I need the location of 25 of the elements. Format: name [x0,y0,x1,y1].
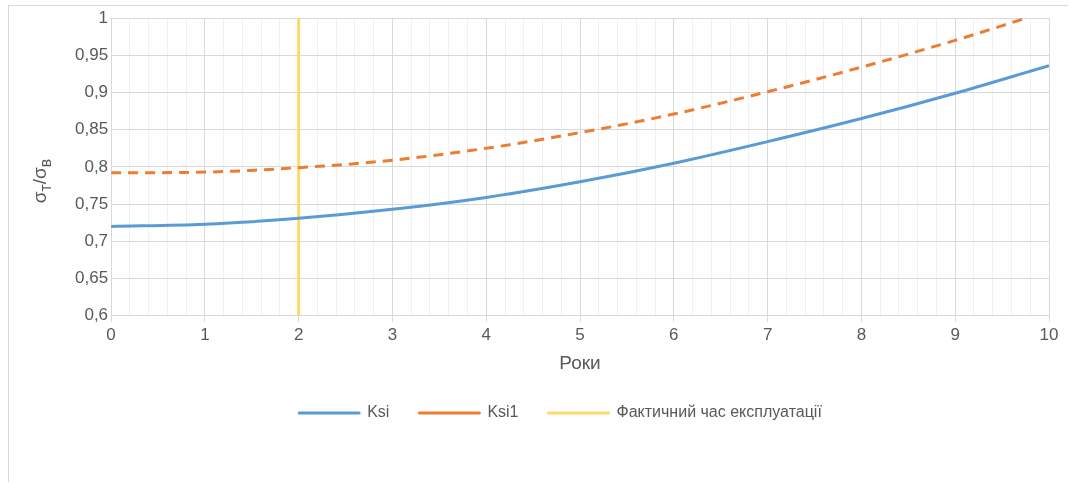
legend-label: Ksi [367,403,390,421]
y-tick-label: 0,65 [74,268,109,288]
x-tick-label: 2 [293,324,304,344]
y-tick-label: 1 [98,7,109,27]
x-tick-label: 10 [1039,324,1059,344]
y-tick-label: 0,85 [74,119,109,139]
y-tick-label: 0,95 [74,44,109,64]
x-tick-label: 3 [387,324,398,344]
legend-label: Ksi1 [487,403,519,421]
legend-label: Фактичний час експлуатації [616,403,823,421]
x-axis-title: Роки [559,351,601,373]
y-tick-label: 0,6 [84,305,109,325]
x-tick-label: 1 [200,324,210,344]
x-tick-label: 6 [669,324,679,344]
y-tick-label: 0,7 [84,231,109,251]
x-tick-label: 9 [950,324,960,344]
line-series [111,64,1049,228]
x-tick-label: 4 [481,324,491,344]
x-tick-label: 0 [106,324,116,344]
y-tick-label: 0,8 [84,156,109,176]
x-tick-label: 5 [575,324,585,344]
x-tick-label: 7 [762,324,773,344]
y-tick-label: 0,9 [84,82,109,102]
y-tick-label: 0,75 [74,193,109,213]
x-tick-label: 8 [856,324,867,344]
